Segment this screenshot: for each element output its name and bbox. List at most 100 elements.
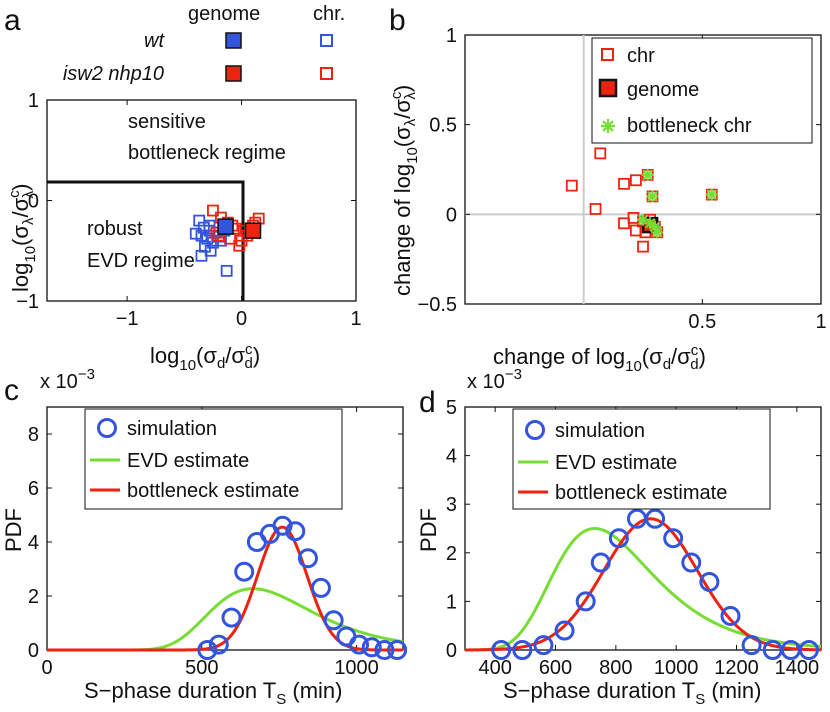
panel-b-xtick-label: 1 [815, 311, 826, 333]
genome-marker [244, 222, 262, 239]
panel-d-letter: d [419, 386, 436, 419]
simulation-point [361, 637, 382, 658]
bottleneck-star-stroke [637, 214, 649, 225]
bottleneck-chr-marker [637, 213, 649, 226]
bottleneck-star-stroke [649, 221, 661, 233]
chr-marker [589, 203, 602, 215]
panel-c-ytick-label: 4 [28, 532, 39, 554]
bottleneck-star-stroke [642, 169, 653, 181]
simulation-point [285, 521, 306, 542]
legend-bottleneck-chr-label: bottleneck chr [627, 115, 752, 137]
simulation-point [323, 610, 344, 631]
panel-d-xtick-label: 1200 [714, 657, 759, 679]
panel-c-ytick-label: 6 [28, 478, 39, 500]
panel-d-xtick-label: 400 [478, 657, 511, 679]
simulation-point [387, 640, 408, 660]
panel-b-xtick-label: 0.5 [688, 311, 716, 333]
bottleneck-chr-marker [651, 226, 664, 239]
panel-c-ytick-label: 0 [28, 640, 39, 662]
bottleneck-star-stroke [706, 189, 718, 200]
chr-marker [189, 227, 202, 240]
simulation-point [720, 605, 741, 626]
panel-d-ytick-label: 2 [446, 543, 457, 565]
simulation-point [234, 561, 255, 582]
panel-d-ytick-label: 4 [446, 446, 457, 468]
chr-marker [637, 240, 649, 253]
chr-marker [203, 219, 216, 232]
panel-b-plot-frame [464, 34, 822, 305]
legend-bottleneck-chr-marker [601, 119, 615, 133]
chr-marker [629, 174, 642, 187]
chr-marker [220, 264, 233, 277]
bottleneck-estimate-line [464, 517, 822, 652]
panel-a-xlabel: log10(σd/σc d) [150, 341, 260, 374]
panel-d-legend-bottleneck-label: bottleneck estimate [555, 482, 727, 504]
panel-a-xtick-label: 0 [236, 308, 247, 330]
panel-a-xtick-label: 1 [350, 308, 361, 330]
bottleneck-star-stroke [652, 227, 663, 238]
panel-c-legend [84, 408, 343, 510]
simulation-point [699, 571, 720, 592]
panel-c-xtick-label: 500 [185, 657, 218, 679]
panel-d-legend-simulation-marker [525, 420, 545, 440]
simulation-point [798, 640, 819, 660]
bottleneck-chr-marker [646, 190, 659, 203]
header-mutant-chr-marker [320, 67, 333, 80]
header-wt-genome-marker [225, 32, 242, 49]
simulation-point [221, 607, 242, 628]
panel-d-legend-evd-label: EVD estimate [555, 452, 677, 474]
panel-c-ylabel: PDF [1, 508, 26, 552]
panel-d-ylabel: PDF [416, 508, 441, 552]
simulation-point [590, 552, 611, 573]
panel-d-xtick-label: 800 [599, 657, 632, 679]
simulation-point [197, 640, 218, 660]
panel-c-legend-evd-label: EVD estimate [127, 450, 249, 472]
header-row-wt-label: wt [144, 30, 165, 52]
simulation-point [575, 591, 596, 612]
annotation-robust-line1: robust [87, 218, 143, 240]
annotation-robust-line2: EVD regime [87, 250, 195, 272]
panel-b: b 0.5 1 −0.5 0 0.5 1 chr genome bottleneck c… [388, 4, 827, 375]
panel-a-ytick-label: −1 [16, 291, 39, 313]
panel-b-ytick-label: −0.5 [418, 294, 457, 316]
simulation-point [491, 640, 512, 660]
panel-b-ytick-label: 0.5 [429, 115, 457, 137]
chr-marker [207, 204, 219, 217]
simulation-point [208, 634, 229, 655]
panel-d-xtick-label: 1400 [775, 657, 820, 679]
legend-chr-marker [601, 48, 614, 61]
panel-a: a genome chr. wt isw2 nhp10 sensitive bo… [4, 3, 362, 374]
panel-d-xlabel: S−phase duration TS (min) [503, 678, 761, 708]
panel-c-xtick-label: 1000 [334, 657, 379, 679]
header-chr-label: chr. [313, 3, 345, 25]
simulation-point [349, 634, 370, 655]
panel-c-ytick-label: 2 [28, 586, 39, 608]
simulation-point [663, 528, 684, 549]
panel-d: d x 10−3 400 600 800 1000 1200 1400 0 1 2 3 4 5 si… [416, 366, 822, 708]
simulation-point [741, 635, 762, 656]
simulation-point [554, 620, 575, 641]
regime-boundary-line [47, 180, 245, 301]
panel-c-xlabel: S−phase duration TS (min) [84, 678, 342, 708]
simulation-point [374, 640, 395, 660]
panel-b-ytick-label: 1 [446, 25, 457, 47]
panel-b-ylabel: change of log10(σλ/σcλ) [388, 85, 421, 296]
panel-c-legend-simulation-marker [97, 418, 117, 438]
panel-c-multiplier: x 10−3 [40, 366, 95, 393]
simulation-point [297, 548, 318, 569]
panel-a-ytick-label: 1 [28, 90, 39, 112]
panel-d-ytick-label: 3 [446, 494, 457, 516]
panel-d-ytick-label: 5 [446, 397, 457, 419]
legend-genome-label: genome [627, 79, 699, 101]
panel-d-legend-simulation-label: simulation [555, 420, 645, 442]
chr-marker [594, 147, 607, 160]
panel-b-letter: b [389, 4, 406, 37]
panel-c-letter: c [4, 374, 19, 407]
chr-marker [195, 249, 208, 262]
panel-d-xtick-label: 600 [539, 657, 572, 679]
panel-c: c x 10−3 0 500 1000 0 2 4 6 8 simulation EVD e… [1, 366, 408, 708]
chr-marker [618, 217, 630, 230]
panel-b-ytick-label: 0 [446, 204, 457, 226]
bottleneck-chr-marker [705, 188, 718, 201]
